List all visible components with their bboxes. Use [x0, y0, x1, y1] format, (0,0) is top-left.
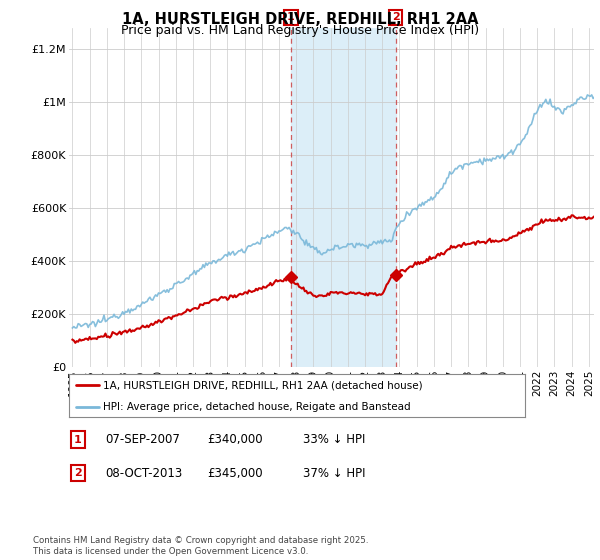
Text: 1: 1 — [74, 435, 82, 445]
Text: 1A, HURSTLEIGH DRIVE, REDHILL, RH1 2AA: 1A, HURSTLEIGH DRIVE, REDHILL, RH1 2AA — [122, 12, 478, 27]
Text: 1A, HURSTLEIGH DRIVE, REDHILL, RH1 2AA (detached house): 1A, HURSTLEIGH DRIVE, REDHILL, RH1 2AA (… — [103, 380, 423, 390]
Text: 1: 1 — [287, 12, 295, 22]
Text: Contains HM Land Registry data © Crown copyright and database right 2025.
This d: Contains HM Land Registry data © Crown c… — [33, 536, 368, 556]
Text: 08-OCT-2013: 08-OCT-2013 — [105, 466, 182, 480]
Text: 07-SEP-2007: 07-SEP-2007 — [105, 433, 180, 446]
Text: £345,000: £345,000 — [207, 466, 263, 480]
Text: £340,000: £340,000 — [207, 433, 263, 446]
Text: 33% ↓ HPI: 33% ↓ HPI — [303, 433, 365, 446]
Text: 37% ↓ HPI: 37% ↓ HPI — [303, 466, 365, 480]
Text: Price paid vs. HM Land Registry's House Price Index (HPI): Price paid vs. HM Land Registry's House … — [121, 24, 479, 36]
Text: 2: 2 — [74, 468, 82, 478]
Bar — [291, 28, 395, 367]
Text: 2: 2 — [392, 12, 400, 22]
Text: HPI: Average price, detached house, Reigate and Banstead: HPI: Average price, detached house, Reig… — [103, 402, 411, 412]
